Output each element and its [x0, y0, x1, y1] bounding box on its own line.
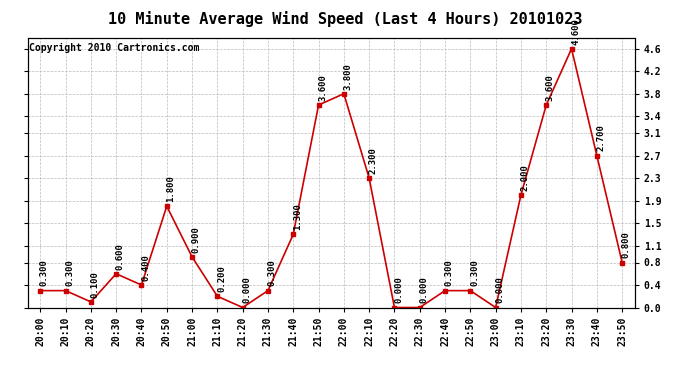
Text: 3.600: 3.600: [546, 74, 555, 101]
Text: 0.800: 0.800: [622, 231, 631, 258]
Text: 2.000: 2.000: [521, 164, 530, 191]
Text: 0.300: 0.300: [445, 260, 454, 286]
Text: 0.400: 0.400: [141, 254, 150, 281]
Text: 0.000: 0.000: [394, 276, 403, 303]
Text: 0.200: 0.200: [217, 265, 226, 292]
Text: 1.300: 1.300: [293, 203, 302, 230]
Text: 0.000: 0.000: [242, 276, 251, 303]
Text: 0.100: 0.100: [90, 271, 99, 298]
Text: 3.800: 3.800: [344, 63, 353, 90]
Text: 4.600: 4.600: [571, 18, 580, 45]
Text: 2.700: 2.700: [597, 124, 606, 152]
Text: 0.300: 0.300: [470, 260, 479, 286]
Text: 3.600: 3.600: [318, 74, 327, 101]
Text: 2.300: 2.300: [369, 147, 378, 174]
Text: 0.600: 0.600: [116, 243, 125, 270]
Text: 10 Minute Average Wind Speed (Last 4 Hours) 20101023: 10 Minute Average Wind Speed (Last 4 Hou…: [108, 11, 582, 27]
Text: Copyright 2010 Cartronics.com: Copyright 2010 Cartronics.com: [29, 43, 199, 53]
Text: 0.000: 0.000: [420, 276, 428, 303]
Text: 0.300: 0.300: [268, 260, 277, 286]
Text: 0.300: 0.300: [66, 260, 75, 286]
Text: 0.300: 0.300: [40, 260, 49, 286]
Text: 0.000: 0.000: [495, 276, 504, 303]
Text: 1.800: 1.800: [166, 175, 175, 202]
Text: 0.900: 0.900: [192, 226, 201, 253]
